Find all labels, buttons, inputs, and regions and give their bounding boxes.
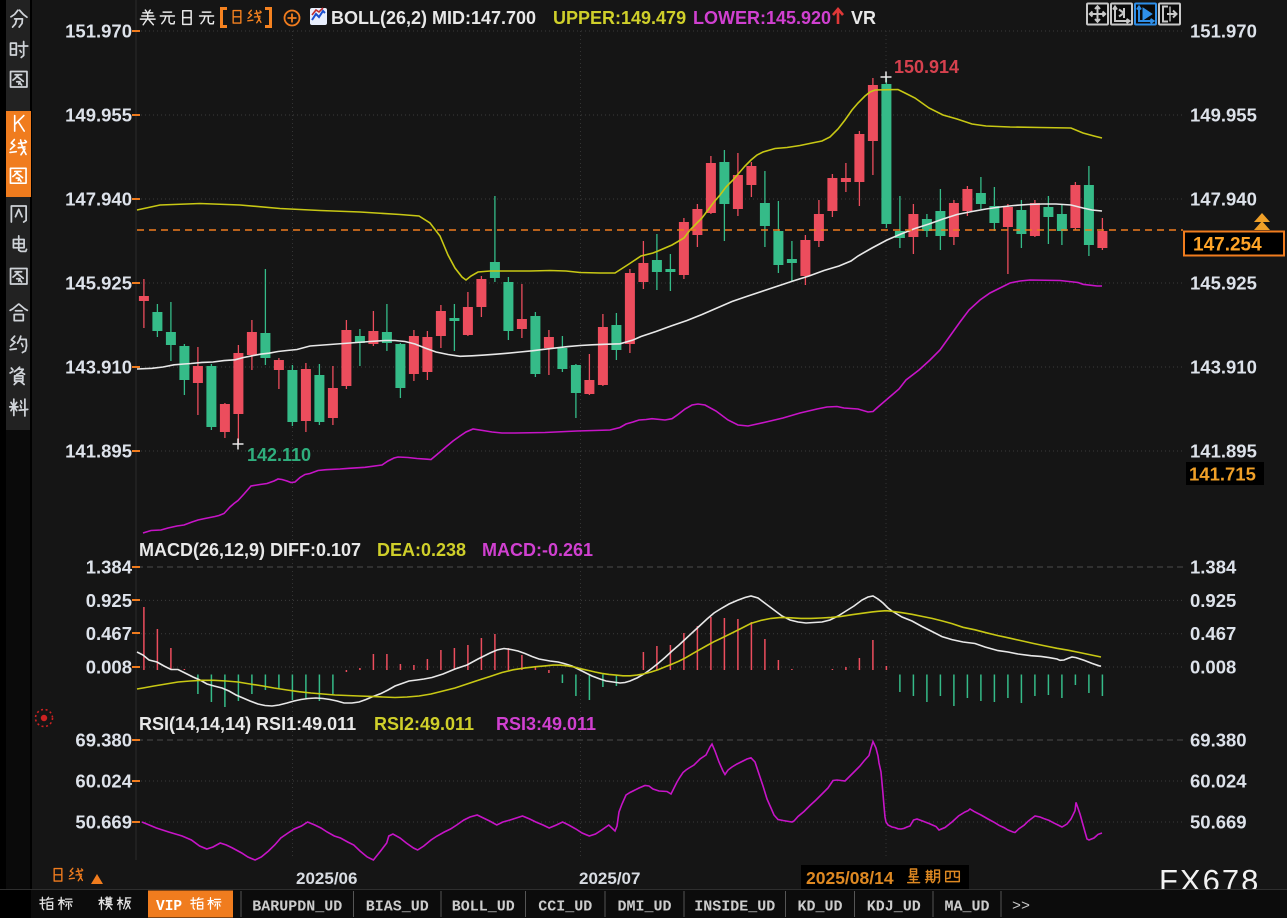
svg-text:50.669: 50.669 [1190, 812, 1247, 833]
svg-text:141.715: 141.715 [1189, 464, 1256, 485]
svg-text:RSI3:49.011: RSI3:49.011 [496, 714, 596, 734]
svg-text:KDJ_UD: KDJ_UD [867, 899, 921, 916]
svg-text:0.467: 0.467 [1190, 623, 1236, 644]
svg-text:60.024: 60.024 [1190, 771, 1247, 792]
svg-text:RSI(14,14,14) RSI1:49.011: RSI(14,14,14) RSI1:49.011 [139, 714, 356, 734]
svg-text:0.467: 0.467 [86, 623, 132, 644]
svg-text:60.024: 60.024 [75, 771, 132, 792]
svg-text:MA_UD: MA_UD [944, 899, 989, 916]
svg-text:0.008: 0.008 [1190, 657, 1236, 678]
svg-text:VIP: VIP [156, 899, 182, 915]
svg-text:150.914: 150.914 [894, 57, 959, 77]
svg-text:2025/06: 2025/06 [296, 869, 357, 888]
svg-text:LOWER:145.920: LOWER:145.920 [693, 8, 831, 28]
svg-text:MACD:-0.261: MACD:-0.261 [482, 540, 593, 560]
svg-text:0.925: 0.925 [1190, 590, 1236, 611]
svg-text:2025/08/14: 2025/08/14 [806, 868, 894, 888]
svg-text:145.925: 145.925 [65, 273, 132, 294]
svg-text:151.970: 151.970 [65, 21, 132, 42]
svg-text:BOLL(26,2) MID:147.700: BOLL(26,2) MID:147.700 [331, 8, 536, 28]
svg-text:143.910: 143.910 [1190, 357, 1257, 378]
svg-text:145.925: 145.925 [1190, 273, 1257, 294]
svg-text:0.008: 0.008 [86, 657, 132, 678]
svg-text:142.110: 142.110 [247, 445, 311, 465]
svg-text:RSI2:49.011: RSI2:49.011 [374, 714, 474, 734]
svg-text:1.384: 1.384 [86, 557, 133, 578]
svg-text:DEA:0.238: DEA:0.238 [377, 540, 466, 560]
svg-text:BIAS_UD: BIAS_UD [366, 899, 429, 916]
svg-text:1.384: 1.384 [1190, 557, 1237, 578]
svg-text:147.254: 147.254 [1193, 235, 1262, 256]
svg-text:69.380: 69.380 [1190, 730, 1247, 751]
svg-text:143.910: 143.910 [65, 357, 132, 378]
svg-text:KD_UD: KD_UD [797, 899, 842, 916]
svg-text:141.895: 141.895 [1190, 441, 1257, 462]
svg-text:MACD(26,12,9) DIFF:0.107: MACD(26,12,9) DIFF:0.107 [139, 540, 361, 560]
svg-text:151.970: 151.970 [1190, 21, 1257, 42]
svg-text:147.940: 147.940 [65, 189, 132, 210]
svg-text:149.955: 149.955 [1190, 105, 1257, 126]
svg-text:149.955: 149.955 [65, 105, 132, 126]
svg-text:147.940: 147.940 [1190, 189, 1257, 210]
svg-text:2025/07: 2025/07 [579, 869, 640, 888]
svg-text:UPPER:149.479: UPPER:149.479 [553, 8, 686, 28]
svg-text:DMI_UD: DMI_UD [617, 899, 671, 916]
svg-text:>>: >> [1012, 898, 1030, 915]
svg-text:BOLL_UD: BOLL_UD [452, 899, 515, 916]
svg-text:BARUPDN_UD: BARUPDN_UD [252, 899, 342, 916]
svg-text:INSIDE_UD: INSIDE_UD [694, 899, 775, 916]
svg-text:50.669: 50.669 [75, 812, 132, 833]
svg-text:69.380: 69.380 [75, 730, 132, 751]
svg-text:141.895: 141.895 [65, 441, 132, 462]
svg-text:0.925: 0.925 [86, 590, 132, 611]
svg-text:CCI_UD: CCI_UD [538, 899, 592, 916]
svg-text:VR: VR [851, 8, 876, 28]
